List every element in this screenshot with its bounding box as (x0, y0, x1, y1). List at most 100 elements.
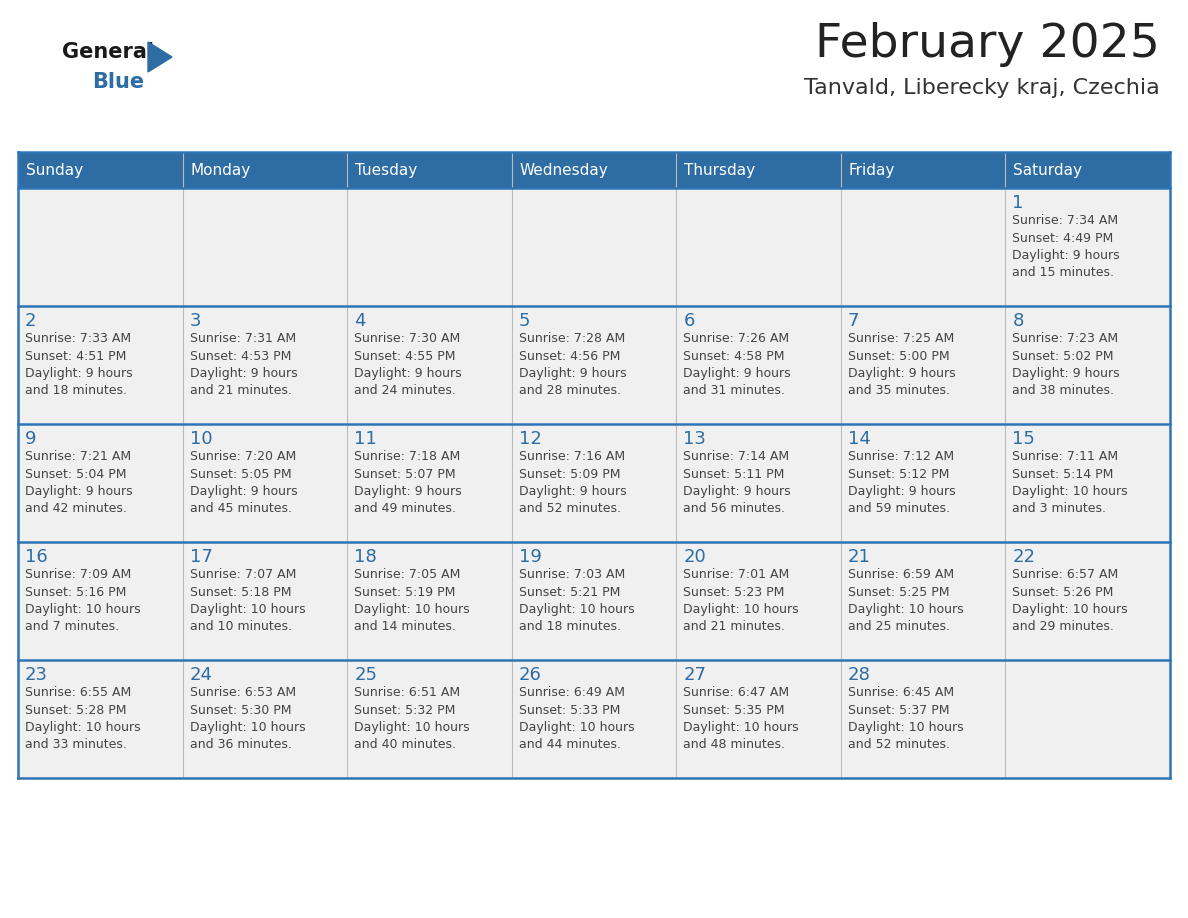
Text: Sunrise: 6:53 AM: Sunrise: 6:53 AM (190, 686, 296, 699)
Text: Sunrise: 7:34 AM: Sunrise: 7:34 AM (1012, 214, 1119, 227)
Bar (512, 306, 676, 424)
Text: and 18 minutes.: and 18 minutes. (25, 385, 127, 397)
Text: Saturday: Saturday (1013, 162, 1082, 177)
Text: Sunrise: 7:31 AM: Sunrise: 7:31 AM (190, 332, 296, 345)
Text: and 49 minutes.: and 49 minutes. (354, 502, 456, 516)
Text: Daylight: 9 hours: Daylight: 9 hours (354, 485, 462, 498)
Text: Daylight: 10 hours: Daylight: 10 hours (1012, 603, 1129, 616)
Text: and 7 minutes.: and 7 minutes. (25, 621, 119, 633)
Text: Daylight: 10 hours: Daylight: 10 hours (190, 603, 305, 616)
Text: 3: 3 (190, 312, 201, 330)
Text: and 44 minutes.: and 44 minutes. (519, 738, 620, 752)
Text: and 14 minutes.: and 14 minutes. (354, 621, 456, 633)
Text: and 52 minutes.: and 52 minutes. (848, 738, 950, 752)
Text: 21: 21 (848, 548, 871, 566)
Text: Sunrise: 7:33 AM: Sunrise: 7:33 AM (25, 332, 131, 345)
Text: Daylight: 10 hours: Daylight: 10 hours (683, 603, 798, 616)
Text: 2: 2 (25, 312, 37, 330)
Text: 20: 20 (683, 548, 706, 566)
Text: General: General (62, 42, 154, 62)
Bar (18, 424, 183, 542)
Text: 25: 25 (354, 666, 377, 684)
Text: Sunrise: 7:03 AM: Sunrise: 7:03 AM (519, 568, 625, 581)
Text: Sunset: 4:53 PM: Sunset: 4:53 PM (190, 350, 291, 363)
Text: and 18 minutes.: and 18 minutes. (519, 621, 620, 633)
Text: Sunset: 5:05 PM: Sunset: 5:05 PM (190, 467, 291, 480)
Text: Wednesday: Wednesday (519, 162, 608, 177)
Text: Sunset: 5:21 PM: Sunset: 5:21 PM (519, 586, 620, 599)
Bar (18, 660, 183, 778)
Text: and 10 minutes.: and 10 minutes. (190, 621, 291, 633)
Bar (183, 660, 347, 778)
Text: 13: 13 (683, 430, 706, 448)
Text: Sunrise: 6:49 AM: Sunrise: 6:49 AM (519, 686, 625, 699)
Text: Daylight: 9 hours: Daylight: 9 hours (848, 485, 955, 498)
Text: 26: 26 (519, 666, 542, 684)
Polygon shape (148, 42, 172, 72)
Text: Sunrise: 7:30 AM: Sunrise: 7:30 AM (354, 332, 461, 345)
Text: Sunrise: 7:05 AM: Sunrise: 7:05 AM (354, 568, 461, 581)
Text: Sunset: 5:16 PM: Sunset: 5:16 PM (25, 586, 126, 599)
Bar (347, 424, 512, 542)
Text: and 40 minutes.: and 40 minutes. (354, 738, 456, 752)
Bar (18, 188, 183, 306)
Bar (1005, 424, 1170, 542)
Text: and 59 minutes.: and 59 minutes. (848, 502, 950, 516)
Text: and 21 minutes.: and 21 minutes. (190, 385, 291, 397)
Bar (841, 542, 1005, 660)
Bar (183, 188, 347, 306)
Bar (1005, 306, 1170, 424)
Text: Daylight: 9 hours: Daylight: 9 hours (683, 367, 791, 380)
Text: Sunset: 4:56 PM: Sunset: 4:56 PM (519, 350, 620, 363)
Bar (841, 660, 1005, 778)
Text: Sunset: 5:32 PM: Sunset: 5:32 PM (354, 703, 455, 717)
Text: 15: 15 (1012, 430, 1035, 448)
Text: Tuesday: Tuesday (355, 162, 417, 177)
Text: Sunrise: 6:51 AM: Sunrise: 6:51 AM (354, 686, 460, 699)
Text: and 25 minutes.: and 25 minutes. (848, 621, 950, 633)
Text: Daylight: 9 hours: Daylight: 9 hours (190, 367, 297, 380)
Text: Sunset: 4:49 PM: Sunset: 4:49 PM (1012, 231, 1113, 244)
Text: Sunrise: 7:01 AM: Sunrise: 7:01 AM (683, 568, 790, 581)
Text: Sunset: 5:09 PM: Sunset: 5:09 PM (519, 467, 620, 480)
Bar (347, 542, 512, 660)
Text: Daylight: 10 hours: Daylight: 10 hours (683, 721, 798, 734)
Text: and 36 minutes.: and 36 minutes. (190, 738, 291, 752)
Text: Daylight: 9 hours: Daylight: 9 hours (848, 367, 955, 380)
Text: Sunset: 5:14 PM: Sunset: 5:14 PM (1012, 467, 1114, 480)
Text: 7: 7 (848, 312, 859, 330)
Text: Sunday: Sunday (26, 162, 83, 177)
Text: Daylight: 10 hours: Daylight: 10 hours (25, 721, 140, 734)
Text: and 35 minutes.: and 35 minutes. (848, 385, 950, 397)
Text: Sunset: 5:07 PM: Sunset: 5:07 PM (354, 467, 456, 480)
Text: 22: 22 (1012, 548, 1036, 566)
Text: Daylight: 9 hours: Daylight: 9 hours (683, 485, 791, 498)
Text: 10: 10 (190, 430, 213, 448)
Bar (1005, 542, 1170, 660)
Bar (676, 542, 841, 660)
Text: Thursday: Thursday (684, 162, 756, 177)
Text: Sunset: 5:04 PM: Sunset: 5:04 PM (25, 467, 126, 480)
Text: and 28 minutes.: and 28 minutes. (519, 385, 620, 397)
Text: Daylight: 9 hours: Daylight: 9 hours (190, 485, 297, 498)
Text: Sunset: 4:58 PM: Sunset: 4:58 PM (683, 350, 785, 363)
Bar (676, 424, 841, 542)
Text: Daylight: 10 hours: Daylight: 10 hours (354, 603, 469, 616)
Bar (841, 188, 1005, 306)
Text: Sunrise: 7:26 AM: Sunrise: 7:26 AM (683, 332, 789, 345)
Text: Sunset: 5:12 PM: Sunset: 5:12 PM (848, 467, 949, 480)
Text: 4: 4 (354, 312, 366, 330)
Text: and 42 minutes.: and 42 minutes. (25, 502, 127, 516)
Text: Daylight: 10 hours: Daylight: 10 hours (848, 721, 963, 734)
Text: Daylight: 10 hours: Daylight: 10 hours (25, 603, 140, 616)
Text: Daylight: 9 hours: Daylight: 9 hours (25, 485, 133, 498)
Text: 14: 14 (848, 430, 871, 448)
Text: and 48 minutes.: and 48 minutes. (683, 738, 785, 752)
Text: Sunrise: 7:20 AM: Sunrise: 7:20 AM (190, 450, 296, 463)
Text: February 2025: February 2025 (815, 22, 1159, 67)
Text: 28: 28 (848, 666, 871, 684)
Text: Sunrise: 6:59 AM: Sunrise: 6:59 AM (848, 568, 954, 581)
Text: Sunrise: 7:23 AM: Sunrise: 7:23 AM (1012, 332, 1119, 345)
Text: Daylight: 9 hours: Daylight: 9 hours (354, 367, 462, 380)
Text: Daylight: 10 hours: Daylight: 10 hours (848, 603, 963, 616)
